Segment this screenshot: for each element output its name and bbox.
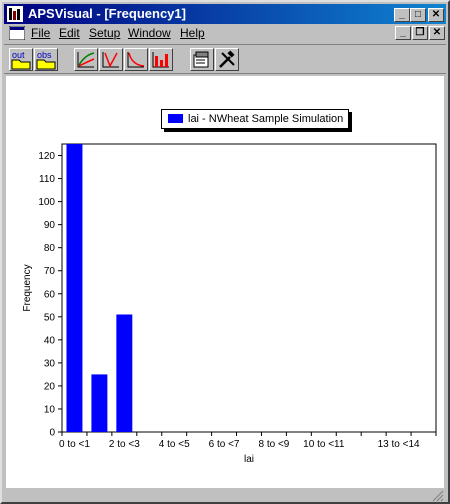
menu-setup[interactable]: Setup xyxy=(89,26,121,40)
y-tick-label: 60 xyxy=(44,289,56,300)
x-tick-label: 13 to <14 xyxy=(378,439,420,450)
resize-grip-icon[interactable] xyxy=(432,490,444,502)
chart-area: lai - NWheat Sample Simulation 0 10 20 30 40… xyxy=(6,76,444,488)
x-tick-label: 4 to <5 xyxy=(159,439,190,450)
maximize-button[interactable]: □ xyxy=(410,8,426,22)
menu-file[interactable]: File xyxy=(31,26,51,40)
y-tick-label: 110 xyxy=(39,174,55,185)
y-tick-label: 90 xyxy=(44,220,56,231)
y-tick-label: 120 xyxy=(38,151,55,162)
properties-icon xyxy=(193,51,209,68)
x-tick-label: 2 to <3 xyxy=(109,439,140,450)
frequency-bar xyxy=(116,314,133,432)
child-restore-button[interactable]: ❐ xyxy=(412,26,428,40)
x-axis-title: lai xyxy=(244,454,254,465)
status-bar xyxy=(4,489,446,502)
x-tick-label: 10 to <11 xyxy=(303,439,345,450)
frequency-chart-button[interactable] xyxy=(149,48,173,71)
legend-label: lai - NWheat Sample Simulation xyxy=(188,113,344,125)
probability-chart-icon xyxy=(102,52,119,68)
frequency-chart-icon xyxy=(152,52,169,68)
y-axis-title: Frequency xyxy=(22,264,33,311)
minimize-button[interactable]: _ xyxy=(394,8,410,22)
folder-obs-icon: obs xyxy=(36,50,56,70)
menu-window[interactable]: Window xyxy=(128,26,171,40)
svg-text:obs: obs xyxy=(37,50,52,60)
y-tick-label: 40 xyxy=(44,335,56,346)
y-tick-label: 70 xyxy=(44,266,56,277)
y-tick-label: 10 xyxy=(44,404,56,415)
close-button[interactable]: ✕ xyxy=(428,8,444,22)
child-close-button[interactable]: ✕ xyxy=(429,26,445,40)
frequency-bar xyxy=(91,374,108,432)
document-icon[interactable] xyxy=(9,26,25,40)
open-obs-button[interactable]: obs xyxy=(34,48,58,71)
toolbar: out obs xyxy=(4,44,446,74)
menu-help[interactable]: Help xyxy=(180,26,205,40)
frequency-bar xyxy=(66,144,83,432)
folder-out-icon: out xyxy=(11,50,31,70)
probability-chart-button[interactable] xyxy=(99,48,123,71)
title-bar[interactable]: APSVisual - [Frequency1] _ □ ✕ xyxy=(4,4,446,24)
open-out-button[interactable]: out xyxy=(9,48,33,71)
y-tick-label: 0 xyxy=(49,428,55,439)
properties-button[interactable] xyxy=(190,48,214,71)
tools-icon xyxy=(219,50,235,68)
y-tick-label: 30 xyxy=(44,358,56,369)
xy-chart-button[interactable] xyxy=(74,48,98,71)
y-tick-label: 100 xyxy=(38,197,55,208)
chart-legend: lai - NWheat Sample Simulation xyxy=(161,109,349,129)
svg-text:out: out xyxy=(12,50,25,60)
menu-edit[interactable]: Edit xyxy=(59,26,80,40)
y-tick-label: 50 xyxy=(44,312,56,323)
frequency-chart: 0 10 20 30 40 50 60 70 80 90 100 110 120 0 to <1 2 to … xyxy=(22,143,437,465)
xy-chart-icon xyxy=(77,52,95,68)
y-tick-label: 20 xyxy=(44,381,56,392)
x-tick-label: 8 to <9 xyxy=(259,439,290,450)
legend-swatch xyxy=(168,114,183,123)
distribution-chart-icon xyxy=(127,52,145,68)
apsvisual-app-icon xyxy=(7,6,23,22)
distribution-chart-button[interactable] xyxy=(124,48,148,71)
tools-button[interactable] xyxy=(215,48,239,71)
window-title: APSVisual - [Frequency1] xyxy=(28,6,186,21)
menu-bar: File Edit Setup Window Help xyxy=(4,24,446,43)
y-tick-label: 80 xyxy=(44,243,56,254)
x-tick-label: 0 to <1 xyxy=(59,439,90,450)
child-minimize-button[interactable]: _ xyxy=(395,26,411,40)
x-tick-label: 6 to <7 xyxy=(209,439,240,450)
